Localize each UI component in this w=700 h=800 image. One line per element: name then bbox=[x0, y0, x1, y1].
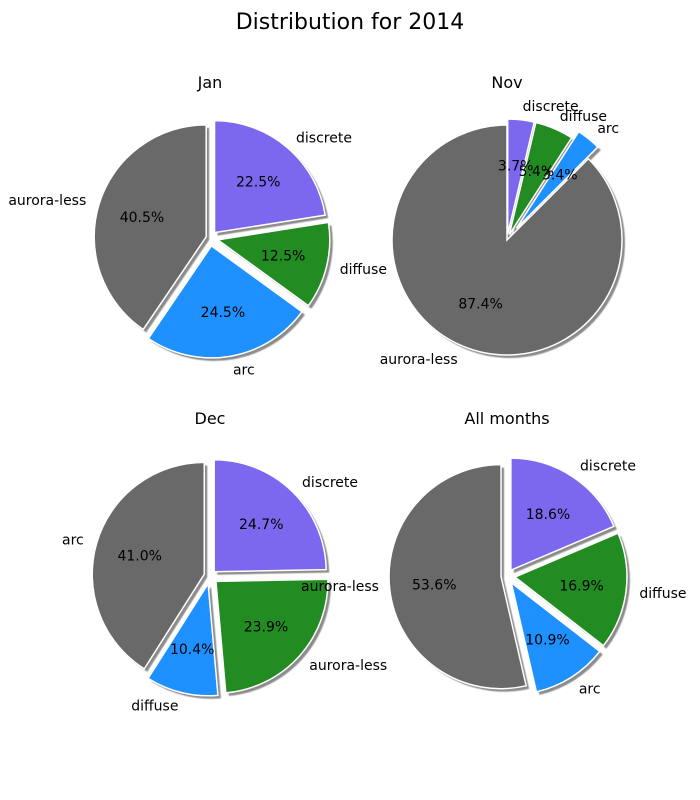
pie-slice bbox=[510, 580, 601, 693]
slice-percent-label: 10.4% bbox=[170, 642, 214, 658]
pie-slice bbox=[510, 457, 615, 572]
pie-title: Dec bbox=[195, 409, 226, 428]
pie-slice bbox=[508, 121, 573, 235]
slice-percent-label: 5.4% bbox=[519, 164, 555, 180]
pie-slice bbox=[91, 461, 205, 670]
slice-label: discrete bbox=[523, 99, 579, 115]
slice-percent-label: 40.5% bbox=[120, 210, 164, 226]
slice-label: diffuse bbox=[560, 109, 607, 125]
pie-slice bbox=[213, 119, 327, 234]
slice-label: arc bbox=[597, 121, 619, 137]
figure-title: Distribution for 2014 bbox=[235, 10, 465, 35]
slice-label: diffuse bbox=[639, 586, 686, 602]
pie-slice bbox=[93, 124, 207, 331]
pie-slice bbox=[213, 458, 327, 573]
slice-percent-label: 3.7% bbox=[498, 159, 534, 175]
slice-label: arc bbox=[579, 681, 601, 697]
slice-percent-label: 23.9% bbox=[244, 619, 288, 635]
pie-slice bbox=[147, 244, 304, 359]
pie-slice bbox=[215, 578, 329, 694]
slice-percent-label: 22.5% bbox=[236, 175, 280, 191]
pie-title: Jan bbox=[197, 73, 223, 92]
slice-label: aurora-less bbox=[8, 193, 86, 209]
pie-slice bbox=[147, 581, 219, 697]
slice-percent-label: 53.6% bbox=[412, 577, 456, 593]
pie-slice bbox=[515, 130, 599, 229]
slice-label: discrete bbox=[296, 130, 352, 146]
slice-percent-label: 16.9% bbox=[559, 579, 603, 595]
slice-label: arc bbox=[233, 362, 255, 378]
pie-chart-2: Dec 24.7% discrete 23.9% aurora-less 10.4% dif… bbox=[62, 409, 387, 715]
slice-percent-label: 10.9% bbox=[525, 632, 569, 648]
extra-slice-label: aurora-less bbox=[301, 579, 379, 595]
slice-percent-label: 3.4% bbox=[542, 168, 578, 184]
pie-title: Nov bbox=[491, 73, 522, 92]
pie-slice bbox=[513, 532, 628, 647]
slice-label: diffuse bbox=[340, 262, 387, 278]
pie-title: All months bbox=[464, 409, 549, 428]
slice-label: discrete bbox=[580, 459, 636, 475]
pie-slice bbox=[506, 118, 536, 235]
pie-slice bbox=[215, 221, 331, 307]
pie-chart-1: Nov 3.7% discrete 5.4% diffuse 3.4% arc 87.4% au… bbox=[380, 73, 625, 368]
slice-label: aurora-less bbox=[380, 352, 458, 368]
slice-label: arc bbox=[62, 532, 84, 548]
slice-percent-label: 24.7% bbox=[239, 517, 283, 533]
slice-percent-label: 24.5% bbox=[201, 305, 245, 321]
slice-percent-label: 41.0% bbox=[117, 549, 161, 565]
slice-label: discrete bbox=[302, 475, 358, 491]
pie-chart-0: Jan 22.5% discrete 12.5% diffuse 24.5% arc 40.5… bbox=[8, 73, 387, 378]
pie-chart-3: All months 18.6% discrete 16.9% diffuse 10.9%… bbox=[388, 409, 687, 697]
pie-slice bbox=[388, 463, 528, 690]
pie-slice bbox=[391, 124, 623, 356]
slice-label: aurora-less bbox=[309, 658, 387, 674]
slice-percent-label: 87.4% bbox=[458, 297, 502, 313]
slice-percent-label: 18.6% bbox=[526, 507, 570, 523]
slice-label: diffuse bbox=[131, 699, 178, 715]
slice-percent-label: 12.5% bbox=[261, 249, 305, 265]
